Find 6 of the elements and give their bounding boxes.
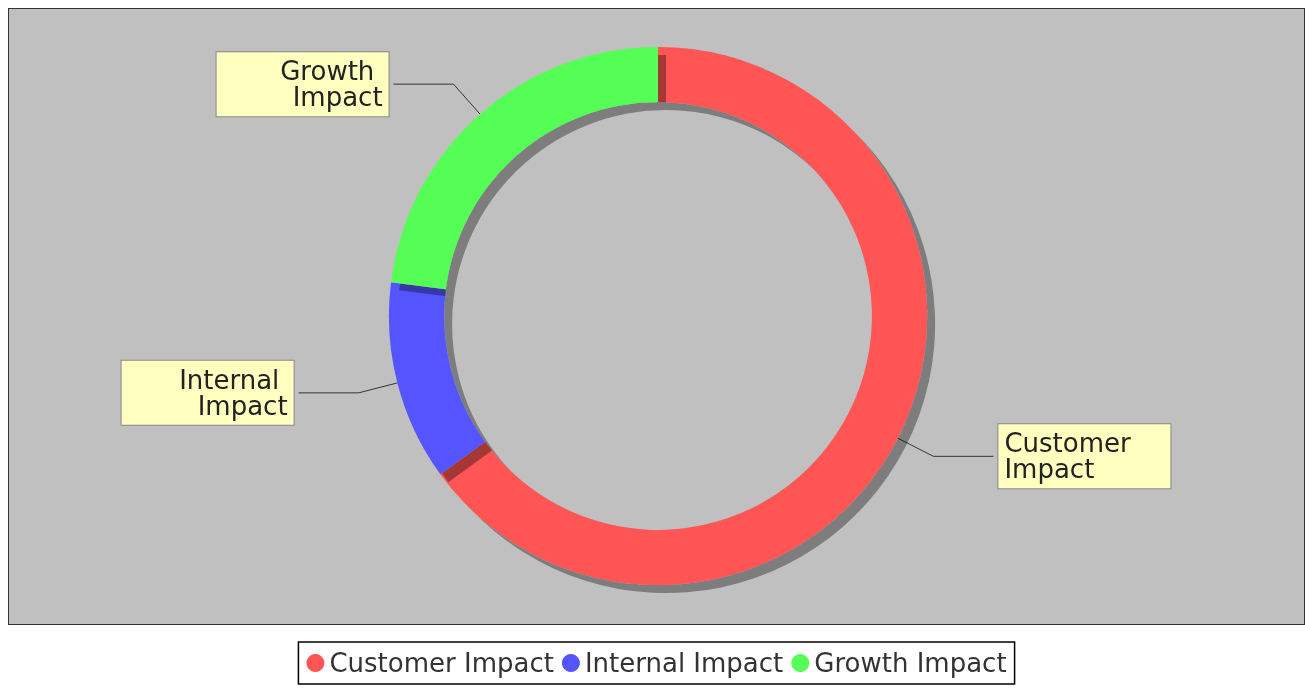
- slice-label: Customer Impact: [1004, 428, 1139, 485]
- slice-label: Internal Impact: [179, 364, 288, 421]
- legend-label: Customer Impact: [329, 648, 554, 678]
- legend-label: Internal Impact: [584, 648, 784, 678]
- legend-label: Growth Impact: [814, 648, 1007, 678]
- slice-label: Growth Impact: [280, 56, 383, 113]
